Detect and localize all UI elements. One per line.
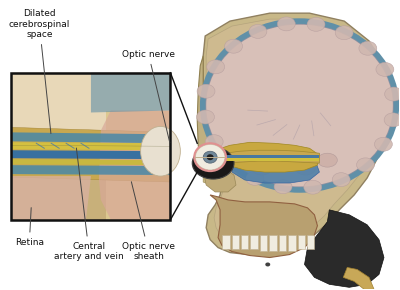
Text: Retina: Retina bbox=[15, 208, 44, 247]
Text: Dilated
cerebrospinal
space: Dilated cerebrospinal space bbox=[9, 9, 70, 134]
Bar bbox=[241, 235, 248, 249]
Bar bbox=[232, 235, 239, 249]
Polygon shape bbox=[203, 13, 389, 255]
Polygon shape bbox=[197, 56, 214, 162]
Ellipse shape bbox=[332, 173, 350, 186]
Ellipse shape bbox=[207, 154, 214, 160]
Ellipse shape bbox=[385, 87, 400, 101]
Ellipse shape bbox=[304, 180, 322, 194]
Bar bbox=[269, 235, 277, 251]
Bar bbox=[12, 73, 170, 220]
Ellipse shape bbox=[374, 137, 392, 151]
Polygon shape bbox=[12, 127, 170, 182]
Bar bbox=[298, 235, 305, 249]
Ellipse shape bbox=[335, 26, 353, 40]
Ellipse shape bbox=[252, 161, 272, 175]
Polygon shape bbox=[91, 73, 170, 113]
Ellipse shape bbox=[318, 153, 337, 167]
Ellipse shape bbox=[196, 110, 214, 124]
Polygon shape bbox=[304, 210, 384, 287]
Polygon shape bbox=[12, 150, 170, 159]
Ellipse shape bbox=[249, 24, 267, 38]
Polygon shape bbox=[232, 155, 320, 183]
Ellipse shape bbox=[225, 39, 242, 53]
Text: Optic nerve: Optic nerve bbox=[122, 50, 175, 143]
Ellipse shape bbox=[203, 151, 217, 163]
Ellipse shape bbox=[359, 41, 377, 55]
Polygon shape bbox=[106, 110, 170, 220]
Ellipse shape bbox=[195, 144, 225, 170]
Ellipse shape bbox=[274, 180, 292, 194]
Ellipse shape bbox=[274, 153, 294, 167]
Polygon shape bbox=[343, 267, 374, 289]
Ellipse shape bbox=[246, 171, 264, 185]
Ellipse shape bbox=[207, 60, 225, 74]
Ellipse shape bbox=[265, 262, 270, 267]
Bar bbox=[12, 73, 170, 220]
Ellipse shape bbox=[205, 135, 223, 149]
Ellipse shape bbox=[222, 156, 240, 170]
Polygon shape bbox=[12, 176, 91, 220]
Polygon shape bbox=[12, 159, 170, 165]
Ellipse shape bbox=[141, 126, 180, 176]
Bar bbox=[250, 235, 258, 249]
Ellipse shape bbox=[376, 62, 394, 76]
Polygon shape bbox=[225, 155, 320, 158]
Bar bbox=[288, 235, 296, 251]
Polygon shape bbox=[12, 165, 170, 175]
Polygon shape bbox=[204, 167, 236, 192]
Polygon shape bbox=[225, 158, 320, 161]
Bar bbox=[222, 235, 230, 249]
Polygon shape bbox=[99, 110, 170, 220]
Polygon shape bbox=[12, 132, 170, 143]
Ellipse shape bbox=[197, 84, 215, 98]
Bar bbox=[260, 235, 267, 251]
Bar bbox=[307, 235, 314, 249]
Bar bbox=[279, 235, 286, 251]
Text: Central
artery and vein: Central artery and vein bbox=[54, 148, 124, 261]
Polygon shape bbox=[12, 142, 170, 150]
Ellipse shape bbox=[192, 147, 234, 179]
Ellipse shape bbox=[356, 158, 374, 172]
Polygon shape bbox=[203, 162, 214, 184]
Text: Optic nerve
sheath: Optic nerve sheath bbox=[122, 182, 175, 261]
Polygon shape bbox=[210, 195, 318, 258]
Polygon shape bbox=[206, 19, 381, 246]
Ellipse shape bbox=[205, 23, 394, 188]
Ellipse shape bbox=[384, 113, 400, 127]
Polygon shape bbox=[225, 150, 320, 163]
Ellipse shape bbox=[296, 161, 316, 175]
Ellipse shape bbox=[277, 17, 295, 31]
Polygon shape bbox=[215, 142, 320, 172]
Ellipse shape bbox=[230, 153, 250, 167]
Polygon shape bbox=[12, 73, 170, 150]
Ellipse shape bbox=[307, 17, 325, 31]
